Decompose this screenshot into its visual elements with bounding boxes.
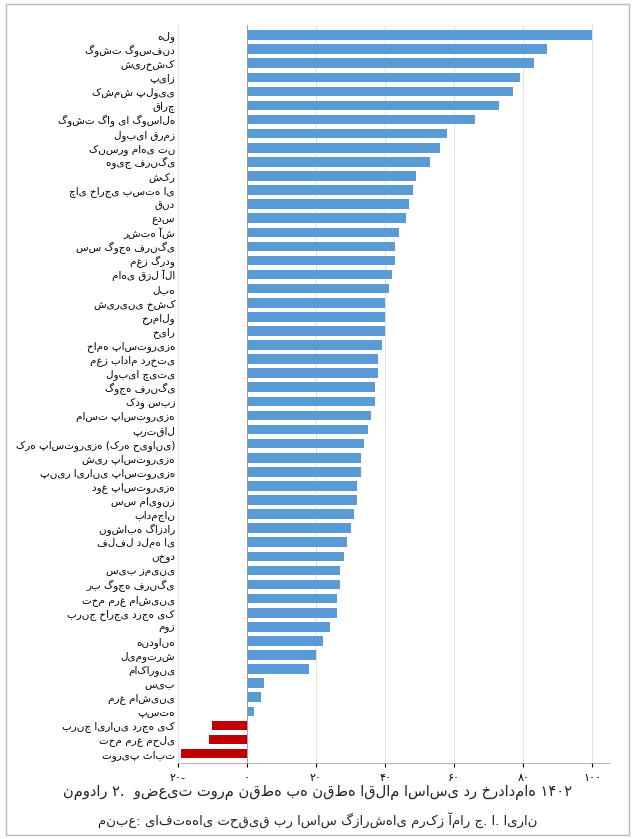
Bar [247,129,447,138]
Bar [247,565,340,576]
Bar [247,30,592,39]
Bar [247,692,261,702]
Bar [247,664,309,674]
Bar [247,143,440,153]
Bar [247,213,406,223]
Bar [247,580,340,589]
Bar [247,524,351,533]
Bar [247,72,520,82]
Bar [247,397,375,406]
Bar [247,101,499,110]
Bar [247,608,337,618]
Bar [247,59,533,68]
Bar [247,256,396,265]
Bar [247,157,430,167]
Bar [247,200,409,209]
Bar [181,749,247,758]
Bar [247,636,323,646]
Bar [247,185,413,195]
Bar [212,721,247,730]
Bar [247,538,347,547]
Bar [209,735,247,744]
Bar [247,86,513,96]
Bar [247,298,385,308]
Bar [247,227,399,237]
Bar [247,509,354,519]
Bar [247,679,264,688]
Bar [247,410,371,420]
Bar [247,368,378,378]
Bar [247,706,254,717]
Bar [247,171,416,180]
Bar [247,242,396,251]
Bar [247,341,382,350]
Bar [247,44,547,54]
Bar [247,467,361,477]
Bar [247,453,361,462]
Bar [247,481,358,491]
Bar [247,312,385,321]
Bar [247,594,337,603]
Bar [247,495,358,505]
Bar [247,284,389,294]
Bar [247,383,375,392]
Bar [247,650,316,659]
Bar [247,270,392,279]
Bar [247,425,368,435]
Bar [247,115,475,124]
Bar [247,326,385,336]
Bar [247,439,364,448]
Bar [247,354,378,364]
Bar [247,551,344,561]
Bar [247,622,330,632]
Text: منبع: یافته‌های تحقیق بر اساس گزارش‌های مرکز آمار ج. ا. ایران: منبع: یافته‌های تحقیق بر اساس گزارش‌های … [98,812,537,829]
Text: نمودار ۲.  وضعیت تورم نقطه به نقطه اقلام اساسی در خردادماه ۱۴۰۲: نمودار ۲. وضعیت تورم نقطه به نقطه اقلام … [63,785,572,800]
